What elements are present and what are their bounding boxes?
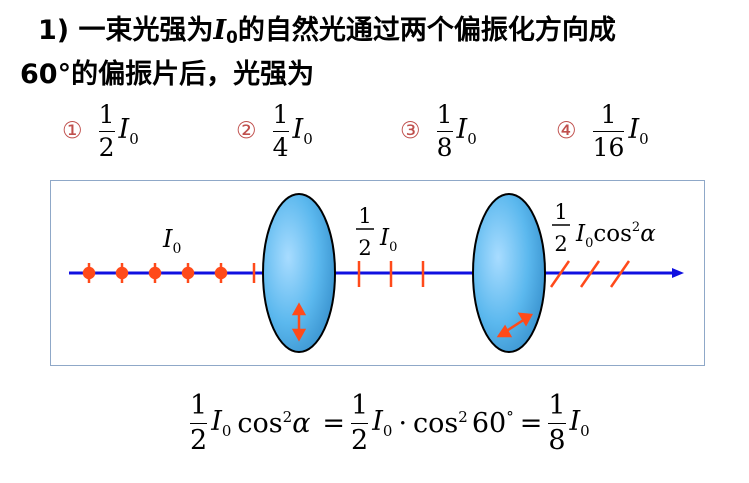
question-suffix: 的自然光通过两个偏振化方向成 (237, 15, 616, 46)
option-4[interactable]: ④ 1 16 I0 (556, 96, 649, 166)
question-line-1: 1) 一束光强为I0的自然光通过两个偏振化方向成 (20, 12, 735, 56)
denominator: 4 (272, 132, 289, 162)
dot-operator: · (398, 407, 408, 439)
label-incident: I0 (162, 225, 181, 257)
option-marker: ③ (400, 118, 421, 144)
rotated-polarization-marks (549, 260, 631, 288)
svg-text:I0cos2α: I0cos2α (575, 220, 656, 251)
polarizer-2 (472, 193, 546, 353)
intensity-symbol: I0 (118, 114, 139, 148)
svg-text:2: 2 (554, 232, 567, 256)
intensity-symbol: I0 (372, 406, 393, 440)
intensity-symbol: I0 (456, 114, 477, 148)
polarizer-diagram-svg: I0 1 2 I0 1 2 I0cos2α (69, 193, 684, 353)
option-marker: ④ (556, 118, 577, 144)
unpolarized-marks (82, 263, 256, 283)
equals-sign: = (322, 407, 346, 439)
intensity-symbol: I0 (292, 114, 313, 148)
intensity-symbol: I0 (628, 114, 649, 148)
denominator: 16 (592, 132, 625, 162)
numerator: 1 (98, 99, 115, 129)
option-marker: ② (236, 118, 257, 144)
svg-text:1: 1 (554, 200, 567, 224)
polarizer-1-axis (291, 302, 307, 342)
denominator: 2 (98, 132, 115, 162)
option-marker: ① (62, 118, 83, 144)
option-fraction: 1 16 (592, 99, 625, 162)
svg-text:I0: I0 (379, 225, 397, 255)
polarizer-diagram: I0 1 2 I0 1 2 I0cos2α (50, 180, 705, 366)
denominator: 8 (436, 132, 453, 162)
label-after-first: 1 2 I0 (356, 204, 397, 260)
svg-text:2: 2 (358, 236, 371, 260)
intensity-subscript: 0 (226, 27, 238, 48)
equals-sign: = (519, 407, 543, 439)
question-prefix: 1) 一束光强为 (38, 15, 214, 46)
question-line-2: 60°的偏振片后，光强为 (20, 59, 315, 91)
numerator: 1 (272, 99, 289, 129)
intensity-symbol: I (213, 15, 227, 46)
beam-arrowhead (672, 268, 684, 278)
question-text: 1) 一束光强为I0的自然光通过两个偏振化方向成 60°的偏振片后，光强为 (20, 12, 735, 94)
cos-term: cos2α (237, 407, 311, 439)
numerator: 1 (600, 99, 617, 129)
polarizer-2-axis (496, 312, 534, 338)
intensity-symbol: I0 (569, 406, 590, 440)
cos-60-term: cos2 60° (413, 407, 514, 439)
polarizer-1 (262, 193, 336, 353)
numerator: 1 (436, 99, 453, 129)
svg-text:1: 1 (358, 204, 371, 228)
intensity-symbol: I0 (211, 406, 232, 440)
label-after-second: 1 2 I0cos2α (552, 200, 656, 256)
